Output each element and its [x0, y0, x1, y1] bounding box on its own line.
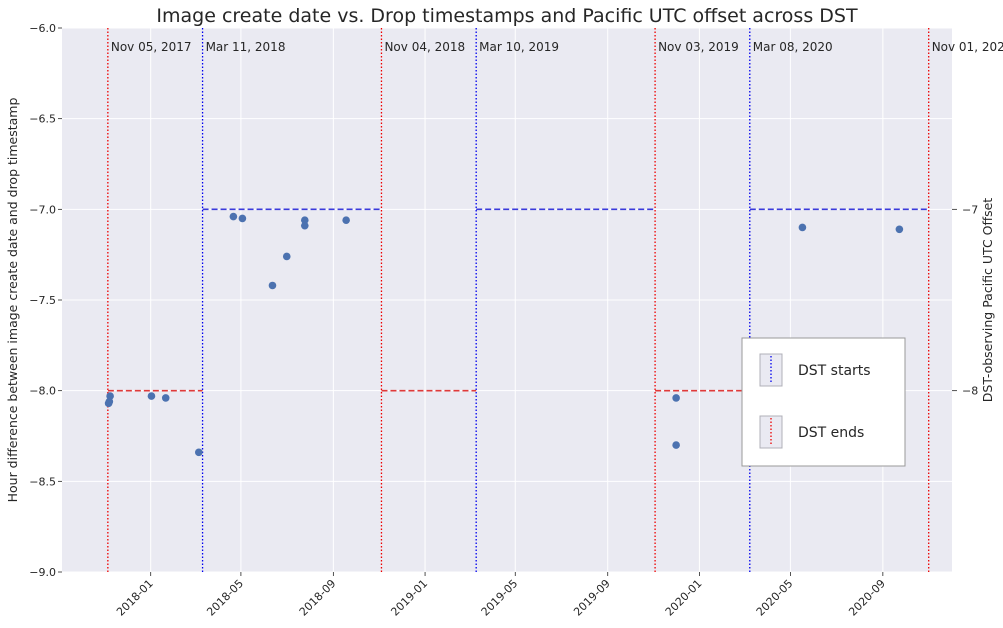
x-axis-ticks: 2018-01 2018-05 2018-09 2019-01 2019-05 2019-…: [114, 572, 888, 619]
data-point: [895, 225, 904, 234]
y-axis-ticks: −9.0 −8.5 −8.0 −7.5 −7.0 −6.5 −6.0: [29, 22, 62, 579]
data-point: [672, 441, 680, 449]
dst-event-label: Nov 01, 2020: [932, 40, 1003, 54]
dst-event-label: Nov 03, 2019: [658, 40, 739, 54]
data-point: [195, 448, 203, 457]
y2-axis-ticks: −7 −8: [952, 203, 978, 398]
legend: DST starts DST ends: [741, 337, 906, 467]
grid: [62, 27, 952, 573]
data-point: [106, 392, 114, 400]
x-tick-label: 2019-05: [479, 577, 521, 619]
y-tick-label: −9.0: [29, 566, 56, 579]
y-tick-label: −8.5: [29, 475, 56, 488]
data-point: [161, 394, 170, 402]
x-tick-label: 2018-09: [297, 577, 339, 619]
data-point: [300, 216, 309, 225]
legend-label: DST starts: [798, 363, 871, 379]
data-point: [342, 216, 350, 225]
dst-event-label: Nov 04, 2018: [384, 40, 465, 54]
y-tick-label: −6.5: [29, 113, 56, 126]
legend-label: DST ends: [798, 425, 864, 441]
y-tick-label: −7.0: [29, 203, 56, 216]
data-point: [300, 221, 309, 230]
data-point: [229, 212, 238, 221]
x-tick-label: 2018-01: [114, 577, 156, 619]
dst-event-label: Mar 08, 2020: [753, 40, 833, 54]
data-point: [268, 281, 277, 290]
dst-event-label: Mar 11, 2018: [206, 40, 286, 54]
dst-event-label: Mar 10, 2019: [479, 40, 559, 54]
utc-offset-lines: [107, 208, 929, 392]
chart-title: Image create date vs. Drop timestamps an…: [156, 5, 858, 27]
dst-event-label: Nov 05, 2017: [111, 40, 192, 54]
data-point: [798, 223, 807, 232]
x-tick-label: 2020-09: [846, 577, 888, 619]
x-tick-label: 2019-09: [571, 577, 613, 619]
y-tick-label: −8.0: [29, 385, 56, 398]
y-tick-label: −6.0: [29, 22, 56, 35]
y2-tick-label: −7: [962, 203, 978, 216]
x-tick-label: 2020-01: [663, 577, 705, 619]
dst-event-labels: Nov 05, 2017 Mar 11, 2018 Nov 04, 2018 Mar …: [111, 40, 1003, 54]
x-tick-label: 2020-05: [754, 577, 796, 619]
y2-tick-label: −8: [962, 385, 978, 398]
y2-axis-label: DST-observing Pacific UTC Offset: [980, 198, 995, 403]
x-tick-label: 2019-01: [388, 577, 430, 619]
data-point: [282, 252, 291, 261]
data-point: [672, 394, 680, 402]
data-points: [104, 212, 904, 457]
y-axis-label: Hour difference between image create dat…: [5, 98, 20, 503]
x-tick-label: 2018-05: [204, 577, 246, 619]
data-point: [147, 392, 156, 400]
data-point: [238, 214, 247, 223]
y-tick-label: −7.5: [29, 294, 56, 307]
